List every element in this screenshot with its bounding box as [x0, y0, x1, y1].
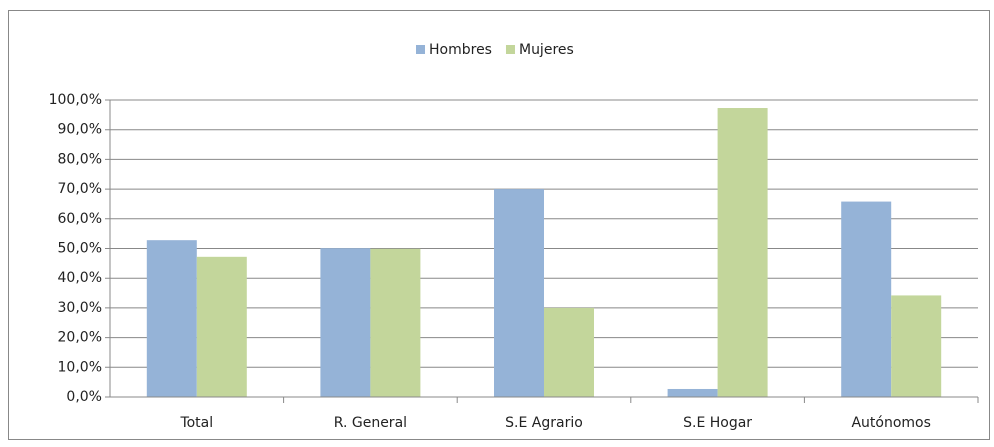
bar [370, 248, 421, 397]
y-tick-label: 0,0% [66, 389, 102, 405]
x-tick-label: R. General [334, 415, 407, 431]
y-tick-label: 30,0% [58, 300, 102, 316]
bar [146, 240, 197, 397]
bar [544, 307, 594, 397]
legend-swatch [416, 45, 425, 54]
legend-swatch [505, 45, 515, 54]
x-tick-label: S.E Hogar [683, 415, 752, 431]
y-tick-label: 40,0% [58, 270, 102, 286]
bar [196, 256, 247, 397]
bar [494, 189, 544, 397]
bar [717, 108, 768, 398]
bar [667, 388, 718, 397]
bar [891, 295, 942, 397]
y-tick-label: 60,0% [58, 211, 102, 227]
y-tick-label: 50,0% [58, 241, 102, 257]
x-tick-label: Autónomos [851, 415, 930, 431]
y-tick-label: 90,0% [58, 122, 102, 138]
legend-label: Hombres [429, 42, 492, 58]
y-tick-label: 20,0% [58, 330, 102, 346]
bar [320, 248, 371, 397]
x-tick-label: Total [179, 415, 213, 431]
y-tick-label: 10,0% [58, 359, 102, 375]
x-tick-label: S.E Agrario [505, 415, 583, 431]
y-tick-label: 100,0% [49, 92, 102, 108]
y-tick-label: 80,0% [58, 151, 102, 167]
bar [841, 201, 892, 397]
legend-label: Mujeres [519, 42, 574, 58]
y-tick-label: 70,0% [58, 181, 102, 197]
